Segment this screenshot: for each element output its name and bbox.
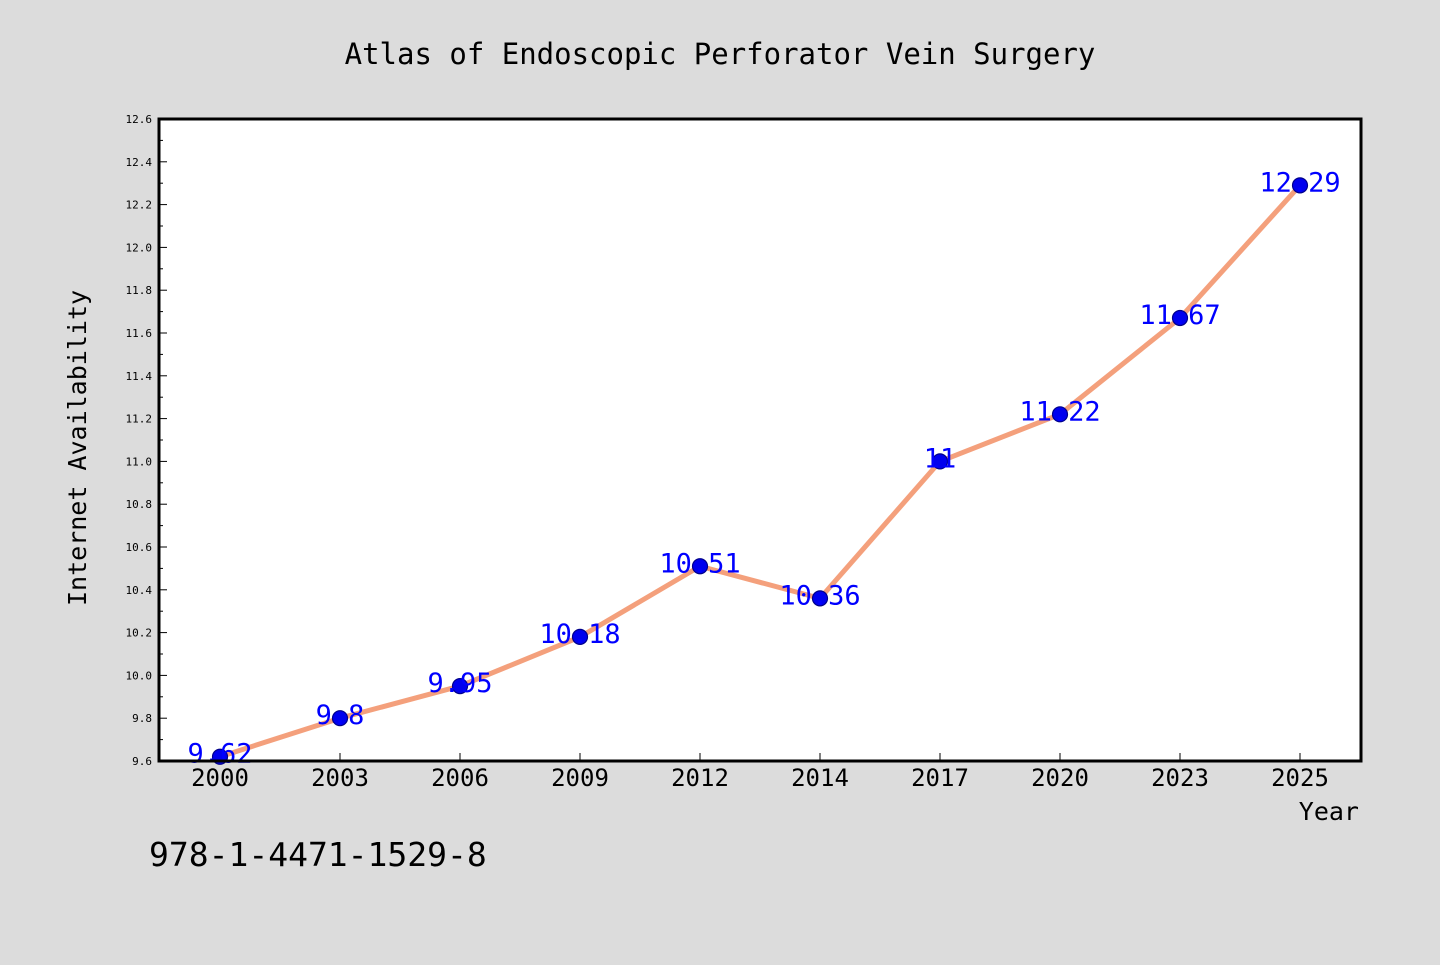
y-tick-label: 11.2: [126, 413, 153, 426]
y-tick-label: 11.0: [126, 455, 153, 468]
y-tick-label: 11.4: [126, 370, 153, 383]
y-axis: 9.6 9.8 10.0 10.2 10.4 10.6 10.8 11.0 11.2 11.4 11…: [126, 113, 167, 768]
plot-area: [159, 119, 1361, 761]
data-point: [451, 677, 469, 695]
data-label-layer: 9.62 9.8 9.95 10.18 10.51 10.36 11 11.22 11.67 12…: [187, 167, 1340, 769]
data-point: [1051, 406, 1069, 423]
data-label: 12.29: [1259, 167, 1340, 198]
x-tick-label: 2014: [791, 764, 849, 792]
y-tick-label: 12.6: [126, 113, 153, 126]
y-tick-label: 12.0: [126, 241, 153, 254]
data-label: 9.95: [427, 668, 492, 699]
y-axis-label: Internet Availability: [63, 290, 92, 606]
isbn-text: 978-1-4471-1529-8: [149, 835, 487, 874]
y-tick-label: 11.6: [126, 327, 153, 340]
y-tick-label: 10.2: [126, 627, 153, 640]
y-tick-label: 9.8: [132, 712, 152, 725]
series-line: [217, 182, 1303, 760]
y-tick-label: 12.2: [126, 199, 153, 212]
x-axis: 2000 2003 2006 2009 2012 2014 2017 2020 2023 2025: [191, 753, 1329, 792]
y-tick-label: 10.6: [126, 541, 153, 554]
x-tick-label: 2017: [911, 764, 969, 792]
y-tick-label: 12.4: [126, 156, 153, 169]
data-label: 9.8: [316, 700, 365, 731]
data-point: [1171, 309, 1189, 327]
data-label: 10.18: [539, 619, 620, 650]
chart-title: Atlas of Endoscopic Perforator Vein Surg…: [345, 37, 1096, 71]
y-tick-label: 10.0: [126, 669, 153, 682]
y-tick-label: 10.8: [126, 498, 153, 511]
data-label: 10.36: [779, 580, 860, 611]
data-label: 9.62: [187, 739, 252, 770]
x-axis-label: Year: [1299, 797, 1359, 826]
data-point: [331, 710, 349, 727]
data-label: 10.51: [659, 548, 740, 579]
x-tick-label: 2012: [671, 764, 729, 792]
plot-frame: [157, 117, 1363, 763]
data-label: 11: [924, 443, 957, 474]
data-label: 11.22: [1019, 396, 1100, 427]
x-tick-label: 2006: [431, 764, 489, 792]
data-label: 11.67: [1139, 300, 1220, 331]
x-tick-label: 2003: [311, 764, 369, 792]
x-tick-label: 2025: [1271, 764, 1329, 792]
data-point: [691, 558, 709, 575]
data-point: [931, 453, 949, 470]
x-tick-label: 2023: [1151, 764, 1209, 792]
x-tick-label: 2009: [551, 764, 609, 792]
y-tick-label: 10.4: [126, 584, 153, 597]
data-point: [571, 628, 589, 645]
data-point: [1291, 177, 1309, 194]
x-tick-label: 2020: [1031, 764, 1089, 792]
data-point: [811, 590, 829, 607]
y-tick-label: 9.6: [132, 755, 152, 768]
y-tick-label: 11.8: [126, 284, 153, 297]
x-tick-label: 2000: [191, 764, 249, 792]
